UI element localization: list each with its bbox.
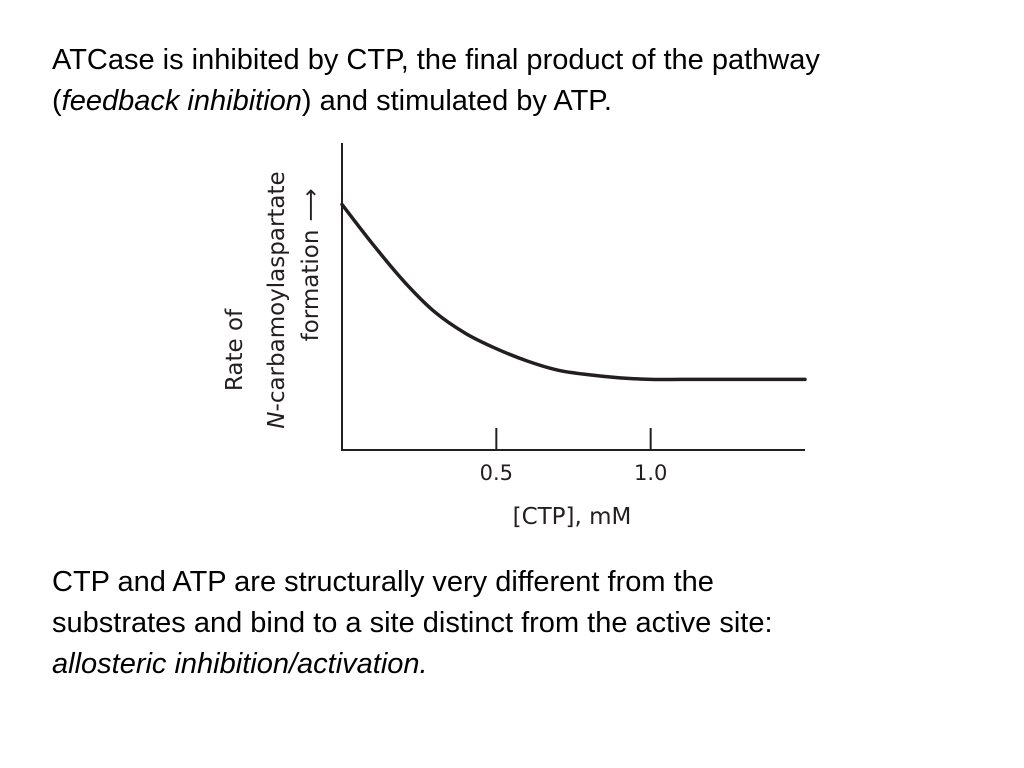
allosteric-term: allosteric inhibition/activation. [52, 648, 428, 680]
outro-line-3: allosteric inhibition/activation. [52, 644, 992, 685]
y-axis-label-line-2: N-carbamoylaspartate [264, 171, 290, 428]
outro-line-1: CTP and ATP are structurally very differ… [52, 566, 714, 598]
intro-line-2-rest: ) and stimulated by ATP. [301, 85, 612, 117]
y-axis-label-line-3: formation ⟶ [298, 189, 324, 342]
intro-open-paren: ( [52, 85, 62, 117]
x-tick-label: 0.5 [480, 461, 513, 485]
y-axis-label-italic-n: N [264, 411, 290, 428]
y-axis-label-compound: -carbamoylaspartate [264, 171, 290, 411]
x-ticks: 0.5 1.0 [480, 428, 667, 485]
intro-line-1: ATCase is inhibited by CTP, the final pr… [52, 44, 820, 76]
rate-curve [340, 202, 807, 382]
y-axis-label: Rate of [222, 308, 248, 391]
x-tick-label: 1.0 [634, 461, 667, 485]
y-axis-label-line-3-group: formation ⟶ [298, 189, 324, 342]
y-axis-label-line-2-group: N-carbamoylaspartate [264, 171, 290, 428]
y-axis-arrow-icon: ⟶ [298, 189, 324, 222]
outro-line-2: substrates and bind to a site distinct f… [52, 607, 773, 639]
intro-text: ATCase is inhibited by CTP, the final pr… [52, 40, 992, 122]
intro-line-2: (feedback inhibition) and stimulated by … [52, 81, 992, 122]
y-axis-label-line-1: Rate of [222, 308, 248, 391]
outro-text: CTP and ATP are structurally very differ… [52, 562, 992, 685]
feedback-inhibition-term: feedback inhibition [61, 85, 302, 117]
x-axis-label: [CTP], mM [513, 504, 632, 530]
y-axis-label-formation: formation [298, 230, 324, 342]
